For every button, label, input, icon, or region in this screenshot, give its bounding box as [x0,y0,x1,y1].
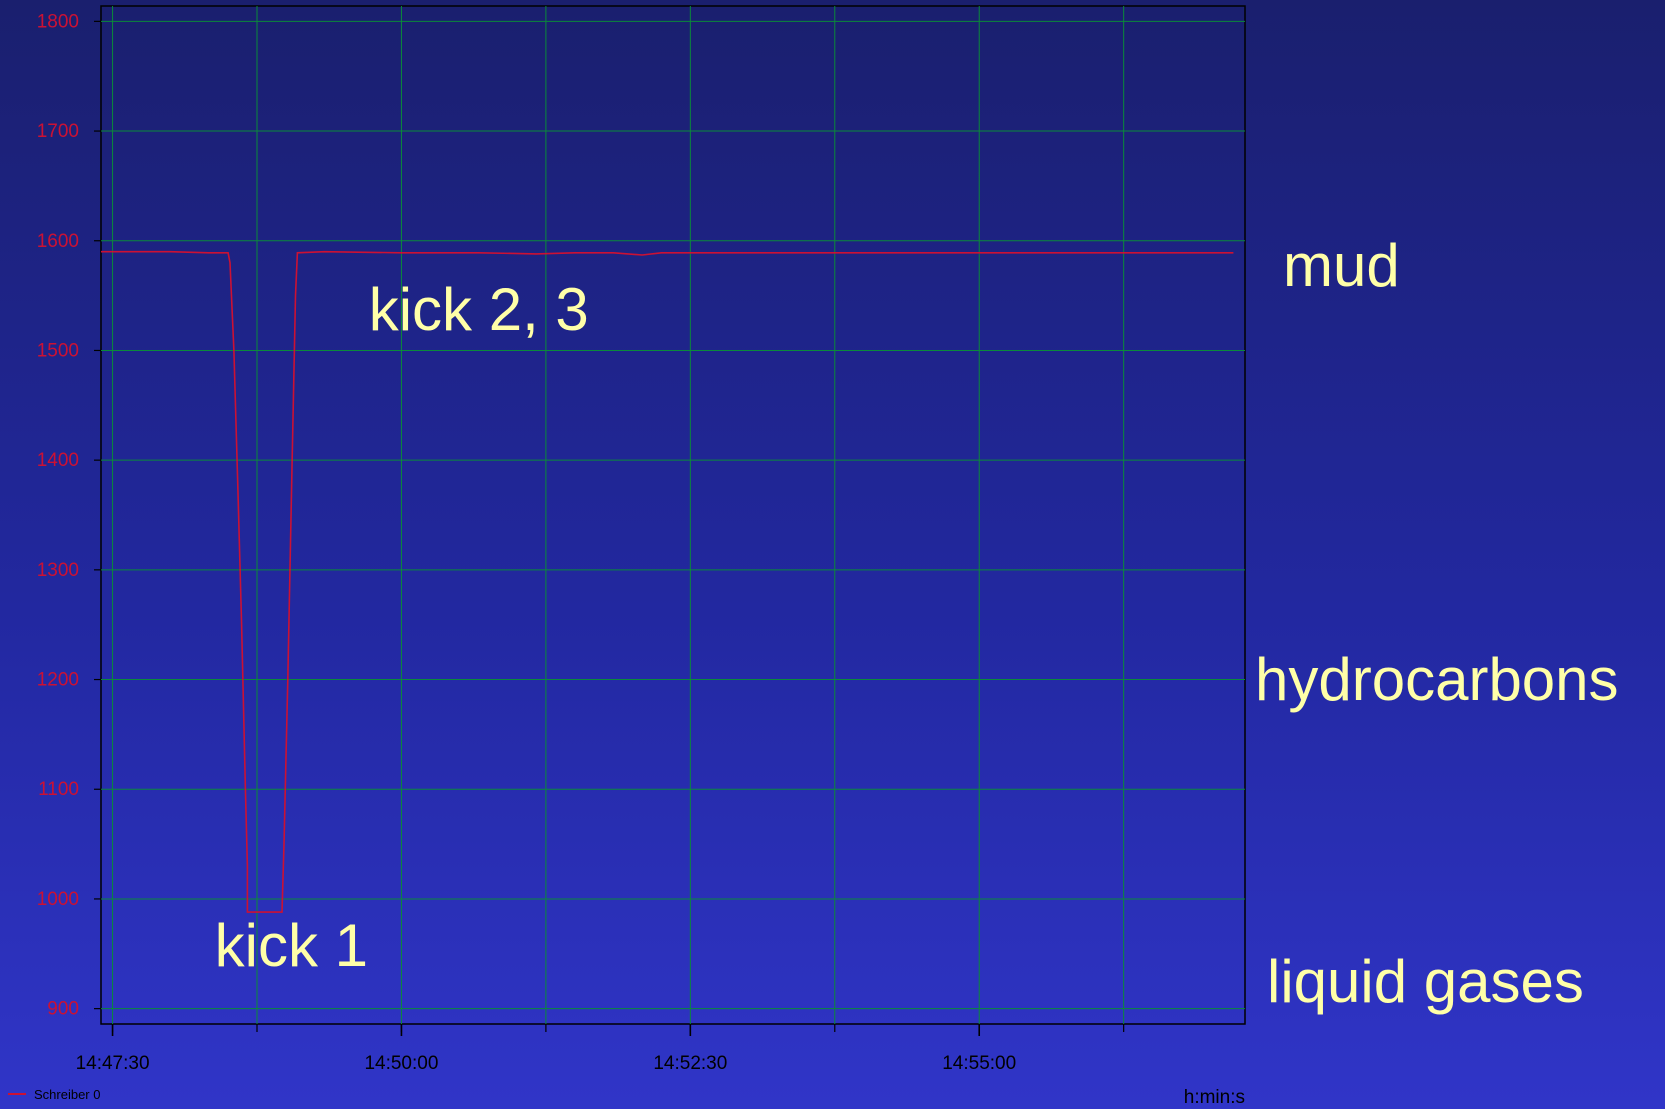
legend-label: Schreiber 0 [34,1086,101,1102]
plot-area [100,5,1246,1025]
y-tick-label: 1300 [37,560,79,581]
y-tick-label: 1100 [38,779,79,800]
annotation-kick-1: kick 1 [214,911,368,979]
x-tick-label: 14:47:30 [76,1053,150,1074]
y-tick-label: 1000 [37,889,79,910]
x-tick-label: 14:50:00 [364,1053,438,1074]
side-label-mud: mud [1283,232,1400,299]
y-tick-label: 1800 [37,11,79,32]
grid-lines [101,6,1245,1024]
legend-swatch [8,1093,26,1095]
y-tick-label: 1700 [37,121,79,142]
y-tick-label: 1400 [37,450,79,471]
x-tick-label: 14:55:00 [942,1053,1016,1074]
legend: Schreiber 0 [8,1085,100,1103]
annotation-kick-2-3: kick 2, 3 [368,275,589,343]
y-tick-label: 1600 [37,231,79,252]
x-tick-label: 14:52:30 [653,1053,727,1074]
side-label-liquid-gases: liquid gases [1267,948,1584,1015]
y-tick-label: 1200 [37,670,79,691]
x-axis-label: h:min:s [1184,1087,1245,1108]
side-label-hydrocarbons: hydrocarbons [1255,646,1619,713]
series-line [101,250,1234,913]
y-tick-label: 1500 [37,340,79,361]
x-axis: 14:47:30 14:50:00 14:52:30 14:55:00 [76,1024,1125,1074]
y-tick-label: 900 [47,999,79,1020]
y-axis: 900 1000 1100 1200 1300 1400 1500 1600 1700 1800 [37,11,101,1020]
series-layer [101,250,1234,913]
